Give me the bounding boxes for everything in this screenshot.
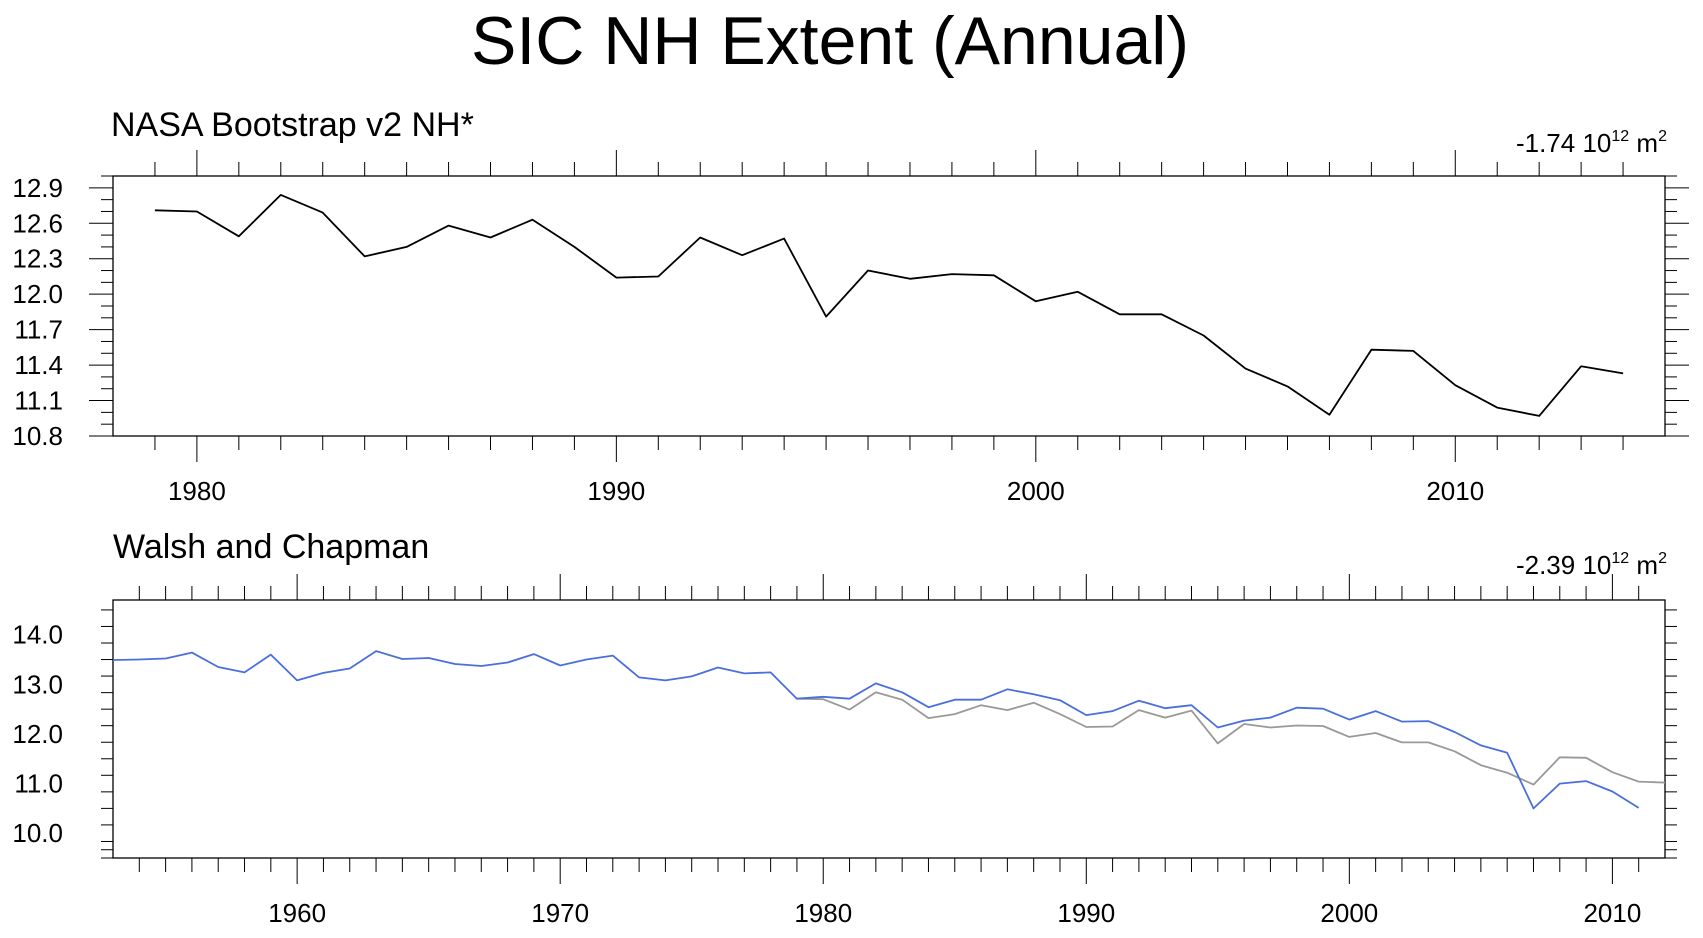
panel2-ytick-label: 10.0 (12, 818, 63, 848)
panel1-plot: 1980 1990 2000 2010 10.8 11.1 11.4 11.7 12.0 12.3… (12, 150, 1689, 506)
panel2-trend-unit-exp: 12 (1611, 550, 1630, 567)
panel1-trend-label: -1.74 1012 m2 (1516, 122, 1667, 158)
panel1-ytick-label: 10.8 (12, 421, 63, 451)
panel2-frame (112, 599, 1666, 859)
panel1-xtick-label: 1980 (168, 476, 226, 506)
panel1-trend-unit-m: m (1636, 128, 1659, 158)
panel2-plot: 1960 1970 1980 1990 2000 2010 10.0 11.0 12.0 13.0… (12, 574, 1677, 928)
panel1-ytick-label: 12.6 (12, 208, 63, 238)
panel1-trend-value: -1.74 (1515, 128, 1576, 158)
page-title: SIC NH Extent (Annual) (470, 3, 1190, 79)
panel1-frame (112, 175, 1666, 437)
panel1-xtick-label: 2010 (1426, 476, 1484, 506)
panel1-trend-unit-exp: 12 (1611, 128, 1630, 145)
panel2-ytick-label: 13.0 (12, 669, 63, 699)
panel1-ytick-label: 11.4 (14, 350, 63, 380)
panel2-ytick-label: 14.0 (12, 620, 63, 650)
panel2-trend-unit-m: m (1636, 550, 1659, 580)
panel1-series-line-0 (154, 193, 1624, 417)
panel2-title: Walsh and Chapman (113, 528, 430, 566)
panel2-xtick-label: 1980 (794, 898, 852, 928)
panel2-ytick-label: 11.0 (14, 769, 63, 799)
panel2-trend-label: -2.39 1012 m2 (1516, 544, 1667, 580)
panel2-xtick-label: 2010 (1583, 898, 1641, 928)
panel1-ytick-label: 12.9 (12, 173, 63, 203)
panel2-trend-unit-base: 10 (1582, 550, 1612, 580)
panel2-series-line-0 (112, 650, 1640, 810)
panel1-ytick-label: 12.3 (12, 244, 63, 274)
panel1-xtick-label: 1990 (587, 476, 645, 506)
panel2-xtick-label: 1990 (1057, 898, 1115, 928)
panel2-ytick-label: 12.0 (12, 719, 63, 749)
panel1-ytick-label: 11.7 (14, 315, 63, 345)
panel2-xtick-label: 2000 (1320, 898, 1378, 928)
panel2-trend-unit-m-exp: 2 (1658, 550, 1667, 567)
panel2-xtick-label: 1970 (531, 898, 589, 928)
panel1-trend-unit-base: 10 (1582, 128, 1612, 158)
panel2-trend-value: -2.39 (1515, 550, 1576, 580)
panel1-xtick-label: 2000 (1007, 476, 1065, 506)
panel1-trend-unit-m-exp: 2 (1658, 128, 1667, 145)
panel1-title: NASA Bootstrap v2 NH* (111, 106, 474, 144)
panel1-ytick-label: 12.0 (12, 279, 63, 309)
panel2-xtick-label: 1960 (268, 898, 326, 928)
panel1-ytick-label: 11.1 (14, 386, 63, 416)
